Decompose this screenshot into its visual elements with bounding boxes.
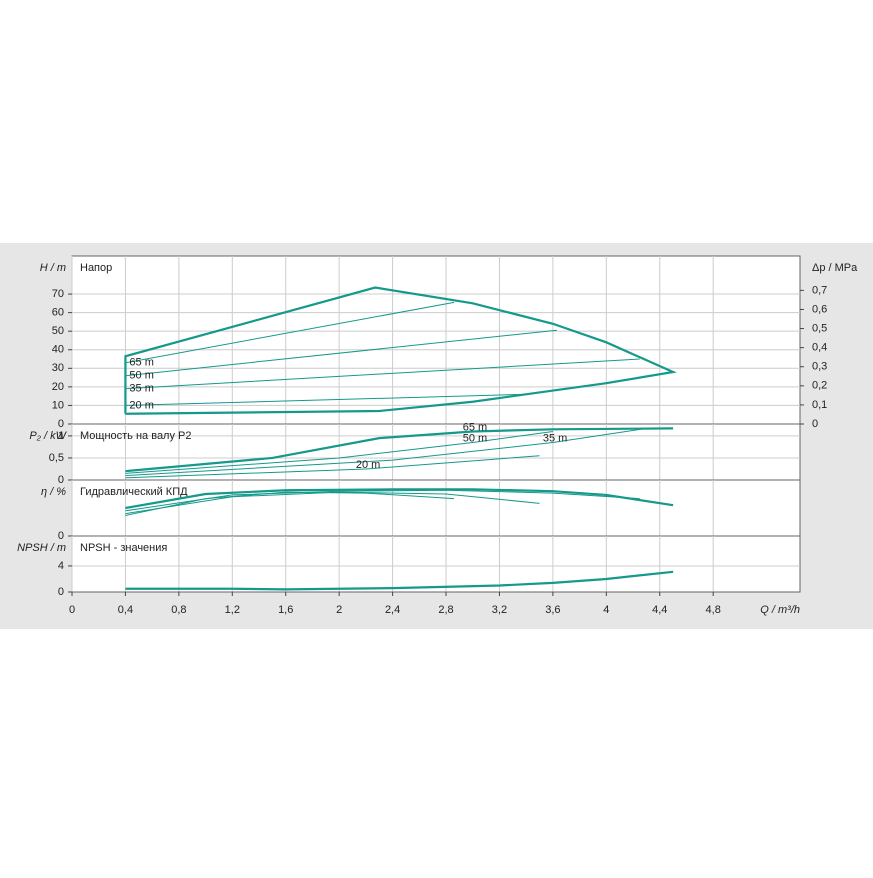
curve-label: 35 m	[543, 432, 567, 444]
y-axis-label: P₂ / kW	[29, 430, 67, 442]
curve	[125, 301, 455, 364]
y-axis-label: η / %	[41, 486, 66, 498]
y2-tick-label: 0,7	[812, 284, 827, 296]
y2-tick-label: 0,6	[812, 303, 827, 315]
y2-tick-label: 0,5	[812, 322, 827, 334]
x-tick-label: 2	[336, 604, 342, 616]
x-tick-label: 4	[603, 604, 609, 616]
x-tick-label: 4,4	[652, 604, 667, 616]
x-tick-label: 3,2	[492, 604, 507, 616]
y-tick-label: 40	[52, 344, 64, 356]
x-tick-label: 0	[69, 604, 75, 616]
curve	[125, 427, 647, 477]
y2-tick-label: 0	[812, 418, 818, 430]
y2-tick-label: 0,3	[812, 361, 827, 373]
x-tick-label: 0,4	[118, 604, 133, 616]
y-axis-label: NPSH / m	[17, 542, 66, 554]
y-tick-label: 0	[58, 418, 64, 430]
curve-label: 20 m	[356, 459, 380, 471]
curve	[125, 427, 674, 473]
y-tick-label: 50	[52, 325, 64, 337]
y-tick-label: 30	[52, 362, 64, 374]
y-tick-label: 60	[52, 307, 64, 319]
curve-label: 65 m	[129, 357, 153, 369]
curve	[125, 491, 455, 516]
curve-label: 50 m	[129, 370, 153, 382]
y-tick-label: 0	[58, 474, 64, 486]
panel-title: Напор	[80, 262, 112, 274]
curve	[125, 329, 557, 377]
y-tick-label: 4	[58, 560, 64, 572]
y-tick-label: 0	[58, 586, 64, 598]
panel-title: Гидравлический КПД	[80, 486, 188, 498]
y-tick-label: 1	[58, 430, 64, 442]
curve	[124, 286, 677, 415]
x-tick-label: 3,6	[545, 604, 560, 616]
curve	[125, 570, 674, 591]
x-tick-label: 2,8	[438, 604, 453, 616]
x-tick-label: 1,2	[225, 604, 240, 616]
x-axis-label: Q / m³/h	[760, 604, 800, 616]
curve	[125, 358, 640, 390]
y2-tick-label: 0,1	[812, 399, 827, 411]
curve	[125, 488, 674, 510]
curve-label: 50 m	[463, 432, 487, 444]
y-tick-label: 0	[58, 530, 64, 542]
curve-label: 35 m	[129, 383, 153, 395]
y2-tick-label: 0,4	[812, 342, 827, 354]
y-axis-label: H / m	[40, 262, 66, 274]
y-tick-label: 10	[52, 399, 64, 411]
panel-title: Мощность на валу P2	[80, 430, 192, 442]
curve	[125, 455, 540, 479]
curve	[125, 491, 540, 515]
x-tick-label: 0,8	[171, 604, 186, 616]
x-tick-label: 1,6	[278, 604, 293, 616]
x-tick-label: 2,4	[385, 604, 400, 616]
y-tick-label: 0,5	[49, 452, 64, 464]
y-tick-label: 70	[52, 288, 64, 300]
panel-title: NPSH - значения	[80, 542, 167, 554]
curve	[125, 393, 527, 406]
curve-label: 20 m	[129, 399, 153, 411]
curve-label: 65 m	[463, 421, 487, 433]
y-tick-label: 20	[52, 381, 64, 393]
curve	[125, 431, 553, 474]
x-tick-label: 4,8	[706, 604, 721, 616]
y2-axis-label: Δp / MPa	[812, 262, 858, 274]
y2-tick-label: 0,2	[812, 380, 827, 392]
